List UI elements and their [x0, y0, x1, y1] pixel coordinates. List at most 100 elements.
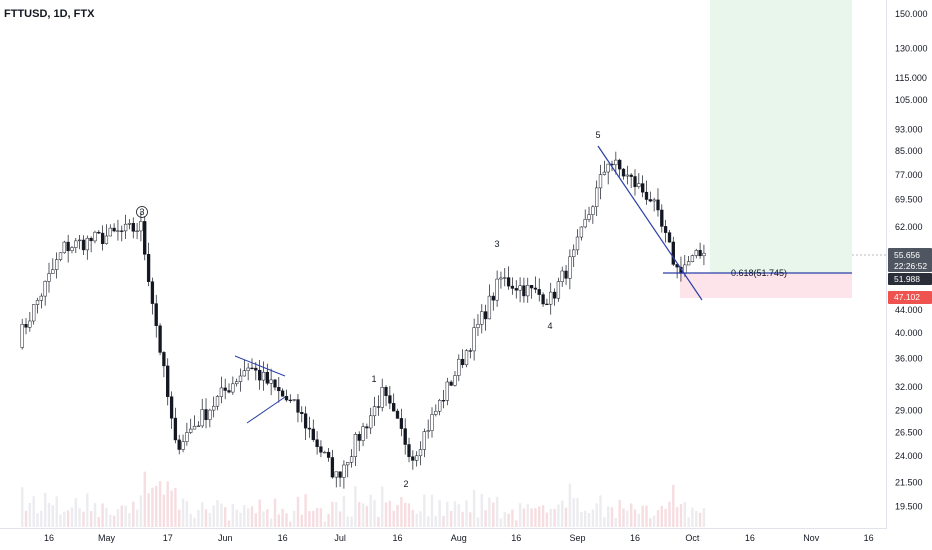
volume-bar — [143, 471, 146, 527]
volume-bar — [208, 512, 212, 527]
candle-body — [602, 171, 607, 175]
candle-body — [591, 206, 595, 215]
candle-body — [522, 285, 526, 297]
volume-bar — [541, 505, 545, 527]
candle-body — [108, 227, 112, 237]
candle-body — [169, 396, 174, 419]
volume-bar — [178, 509, 181, 527]
volume-bar — [97, 517, 100, 527]
price-tick-label: 29.000 — [895, 406, 923, 416]
volume-bar — [300, 514, 303, 527]
candle-body — [32, 304, 36, 322]
volume-bar — [132, 501, 135, 527]
candle-body — [296, 399, 300, 413]
candle-body — [514, 288, 518, 291]
stop-loss-zone[interactable] — [680, 273, 852, 298]
price-tick-label: 115.000 — [895, 73, 927, 83]
volume-bar — [488, 497, 491, 527]
time-axis[interactable]: 16 May 17 Jun 16 Jul 16 Aug 16 Sep 16 Oct 16 Nov 16 — [0, 528, 887, 544]
volume-bar — [116, 509, 120, 527]
candle-body — [644, 191, 649, 200]
price-axis[interactable]: 150.000 130.000 115.000 105.000 93.000 85.000… — [852, 0, 932, 528]
volume-bar — [530, 508, 533, 527]
volume-bar — [162, 494, 166, 527]
candle-body — [261, 371, 266, 381]
level-price-label: 51.988 — [894, 274, 920, 284]
candle-body — [637, 183, 641, 187]
volume-bar — [201, 502, 204, 527]
volume-bar — [346, 516, 349, 527]
candle-body — [641, 183, 645, 193]
candle-body — [35, 300, 40, 305]
candle-body — [499, 277, 503, 280]
candle-body — [235, 381, 239, 385]
triangle-upper-line[interactable] — [234, 355, 286, 377]
triangle-lower-line[interactable] — [246, 396, 286, 424]
long-target-zone[interactable] — [710, 0, 852, 273]
volume-bar — [645, 505, 648, 527]
candle-body — [598, 174, 603, 189]
candle-body — [533, 287, 538, 290]
candle-body — [556, 281, 561, 299]
candle-body — [189, 428, 193, 433]
volume-bar — [338, 511, 342, 527]
candle-body — [698, 250, 702, 257]
candle-body — [20, 324, 24, 348]
candle-body — [472, 327, 476, 352]
time-tick-label: 16 — [44, 533, 54, 543]
candle-body — [464, 350, 469, 366]
time-tick-label: Jul — [334, 533, 346, 543]
candle-body — [583, 219, 587, 228]
wave-label-3: 3 — [494, 239, 499, 249]
candle-body — [215, 396, 220, 407]
price-tick-label: 77.000 — [895, 170, 923, 180]
candle-body — [104, 235, 109, 244]
volume-bar — [576, 498, 579, 527]
candle-body — [671, 241, 675, 265]
volume-bar — [698, 512, 702, 527]
candle-body — [445, 381, 449, 401]
price-tick-label: 44.000 — [895, 305, 923, 315]
volume-bar — [622, 508, 625, 527]
candle-body — [468, 350, 472, 352]
volume-bar — [572, 498, 575, 527]
price-tick-label: 24.000 — [895, 451, 923, 461]
candle-body — [476, 324, 480, 328]
volume-bar — [587, 513, 591, 527]
wave-circle — [136, 206, 148, 218]
candle-body — [667, 232, 672, 243]
volume-bar — [239, 512, 242, 527]
time-tick-label: 16 — [278, 533, 288, 543]
candle-body — [491, 295, 495, 301]
candle-body — [415, 455, 419, 461]
candle-body — [77, 239, 82, 242]
candle-body — [177, 439, 181, 450]
volume-bar — [331, 501, 334, 527]
candle-body — [311, 428, 315, 440]
candle-body — [97, 231, 101, 234]
candle-body — [487, 295, 492, 320]
candle-body — [552, 291, 557, 299]
volume-bar — [607, 506, 610, 527]
descending-trendline[interactable] — [597, 145, 703, 301]
candle-body — [694, 250, 698, 256]
price-tick-label: 105.000 — [895, 95, 928, 105]
candle-body — [656, 199, 660, 211]
volume-bar — [457, 504, 460, 527]
candle-body — [277, 387, 281, 392]
candle-body — [648, 199, 652, 202]
candle-body — [411, 456, 415, 461]
candle-body — [518, 285, 522, 291]
candle-body — [438, 400, 442, 412]
volume-bar — [407, 503, 411, 527]
candle-body — [399, 418, 404, 429]
volume-bar — [469, 512, 472, 527]
candle-body — [334, 471, 338, 478]
volume-bar — [434, 515, 437, 527]
candle-body — [372, 406, 377, 417]
volume-bar — [112, 515, 116, 527]
candle-body — [89, 237, 93, 242]
volume-bar — [511, 509, 514, 527]
candle-body — [139, 221, 143, 232]
